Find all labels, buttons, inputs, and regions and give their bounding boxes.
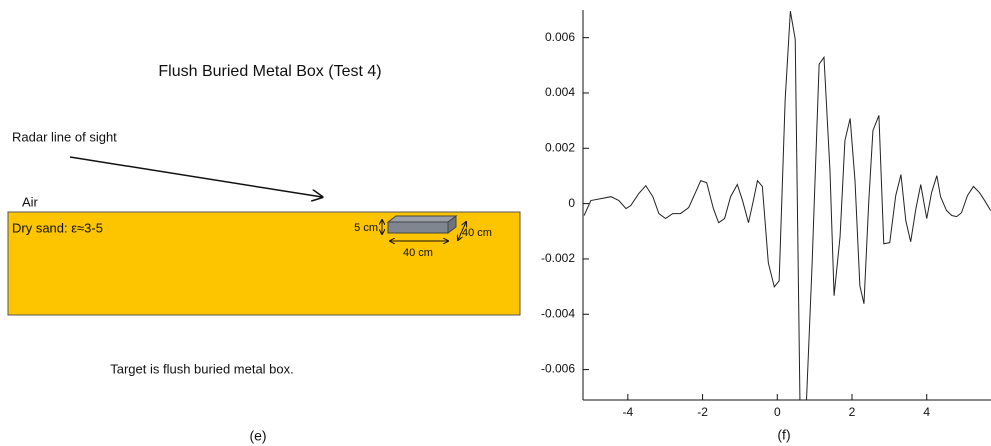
signal-line (583, 11, 991, 400)
air-label: Air (22, 194, 39, 209)
y-tick-label: 0.002 (545, 140, 575, 154)
x-tick-label: -2 (697, 405, 708, 419)
diagram-title: Flush Buried Metal Box (Test 4) (158, 63, 381, 80)
sand-label: Dry sand: ε≈3-5 (12, 220, 103, 235)
chart-caption: (f) (777, 427, 790, 443)
y-tick-label: -0.002 (541, 251, 575, 265)
box-top (386, 215, 458, 223)
box-width-label: 40 cm (403, 247, 433, 259)
diagram: Flush Buried Metal Box (Test 4) Radar li… (7, 63, 521, 444)
x-tick-label: 4 (923, 405, 930, 419)
chart: (f) -0.006 -0.004 -0.002 0 0.002 0.004 0.006 -4… (541, 10, 991, 443)
x-tick-label: -4 (622, 405, 633, 419)
y-tick-label: 0.006 (545, 30, 575, 44)
box-height-label: 5 cm (354, 222, 378, 234)
x-tick-label: 2 (849, 405, 856, 419)
box-depth-label: 40 cm (462, 227, 492, 239)
box-front (387, 221, 449, 234)
y-tick-label: -0.004 (541, 306, 575, 320)
radar-arrow (69, 156, 322, 197)
y-tick-label: 0 (568, 196, 575, 210)
x-tick-label: 0 (774, 405, 781, 419)
y-tick-label: 0.004 (545, 85, 575, 99)
y-tick-label: -0.006 (541, 362, 575, 376)
radar-label: Radar line of sight (12, 129, 117, 144)
note: Target is flush buried metal box. (110, 361, 294, 376)
depth-arrow (458, 222, 466, 240)
caption: (e) (249, 428, 266, 444)
